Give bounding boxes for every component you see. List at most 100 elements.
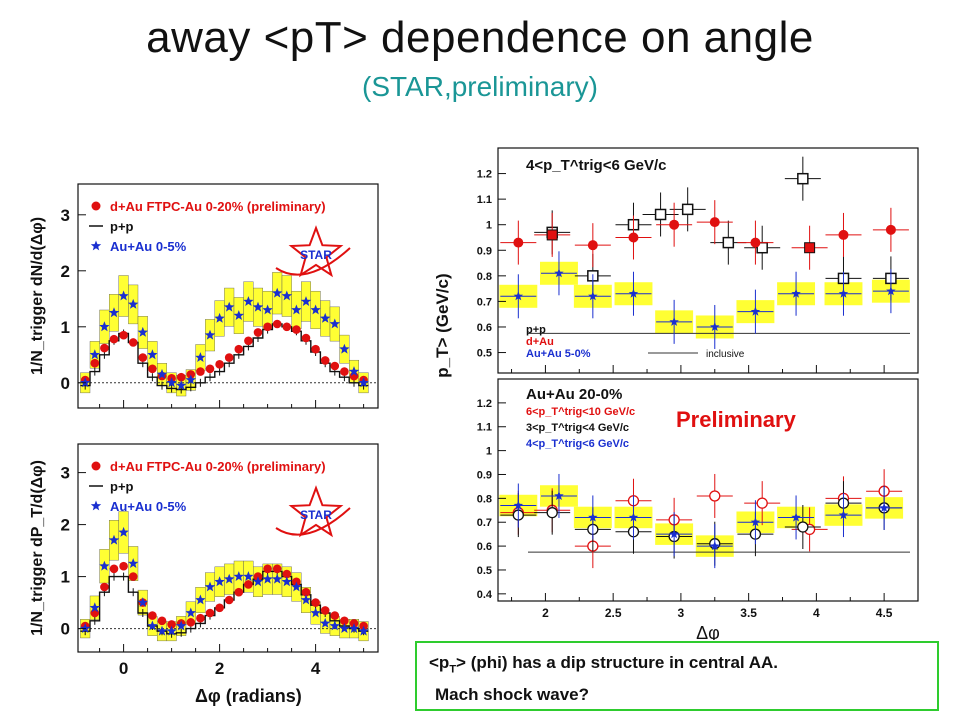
- data-point: [128, 558, 139, 568]
- data-point: [147, 349, 158, 360]
- data-point: [148, 611, 157, 620]
- data-point: [128, 338, 138, 347]
- data-point: [148, 364, 157, 374]
- data-point: [252, 301, 264, 312]
- data-point: [233, 310, 244, 320]
- data-point: [91, 461, 101, 471]
- data-point: [109, 334, 119, 344]
- y-tick-label: 0.9: [477, 469, 492, 481]
- data-point: [186, 370, 196, 379]
- y-tick-label: 1.2: [477, 398, 492, 410]
- data-point: [137, 597, 148, 607]
- y-tick-label: 0.9: [477, 245, 492, 257]
- data-point: [185, 374, 196, 385]
- legend-label: 4<p_T^trig<6 GeV/c: [526, 438, 629, 450]
- data-point: [301, 587, 311, 597]
- plot-frame: [497, 147, 919, 374]
- data-point: [320, 606, 330, 615]
- data-point: [282, 322, 292, 332]
- y-tick-label: 3: [61, 206, 70, 225]
- data-point: [80, 377, 91, 388]
- star-logo-icon: [288, 225, 344, 278]
- x-tick-label: 3.5: [740, 606, 757, 620]
- data-point: [224, 595, 234, 605]
- data-point: [348, 623, 360, 633]
- centrality-annotation: Au+Au 20-0%: [526, 386, 622, 403]
- y-tick-label: 0.5: [477, 565, 492, 577]
- x-tick-label: 4.5: [876, 606, 893, 620]
- chart-dPT: 0 1 2 3 0 2 4 Δφ (radians) 1/N_trigger dP_T/d(Δφ…: [29, 443, 379, 706]
- data-point: [243, 296, 254, 306]
- y-tick-label: 0: [61, 620, 70, 639]
- x-tick-label: 2.5: [605, 606, 622, 620]
- y-tick-label: 0.4: [477, 589, 493, 601]
- data-point: [320, 617, 331, 628]
- y-tick-label: 1.2: [477, 169, 492, 181]
- star-logo-swoosh: [275, 507, 351, 536]
- data-point: [750, 517, 761, 527]
- data-point: [885, 224, 896, 235]
- note-line-1-text: (phi) has a dip structure in central AA.: [470, 653, 779, 672]
- data-point: [118, 290, 129, 301]
- data-point: [118, 526, 129, 537]
- data-point: [281, 576, 292, 587]
- data-point: [330, 361, 340, 371]
- data-point: [215, 360, 224, 369]
- data-point: [138, 353, 148, 362]
- data-point: [90, 240, 102, 251]
- x-tick-label: 0: [119, 659, 128, 678]
- data-point: [709, 217, 720, 228]
- data-point: [320, 312, 331, 323]
- y-tick-label: 2: [61, 516, 70, 535]
- data-point: [513, 291, 524, 301]
- data-point: [233, 571, 244, 581]
- chart-dN: 0 1 2 3 1/N_trigger dN/d(Δφ) d+Au FTPC-Au 0-2…: [29, 183, 379, 409]
- star-logo-text: STAR: [300, 248, 332, 262]
- data-point: [128, 572, 138, 581]
- legend-label: Au+Au 0-5%: [110, 239, 187, 254]
- slide-title: away <pT> dependence on angle: [146, 13, 814, 62]
- legend-label: inclusive: [706, 349, 745, 360]
- y-tick-label: 1: [486, 446, 492, 458]
- data-point: [348, 366, 360, 376]
- legend-label: d+Au FTPC-Au 0-20% (preliminary): [110, 199, 326, 214]
- data-point: [128, 298, 139, 309]
- data-point: [263, 564, 272, 574]
- data-point: [588, 512, 598, 522]
- data-point: [244, 580, 253, 589]
- data-point: [100, 343, 109, 353]
- legend-label: p+p: [110, 479, 134, 494]
- data-point: [554, 268, 564, 278]
- y-axis-label: 1/N_trigger dP_T/d(Δφ): [29, 460, 46, 636]
- data-point: [186, 618, 196, 627]
- data-point: [272, 287, 283, 298]
- data-point: [722, 236, 735, 249]
- trigger-annotation: 4<p_T^trig<6 GeV/c: [526, 157, 667, 174]
- y-axis-label: <p_T> (GeV/c): [433, 273, 452, 378]
- data-point: [628, 232, 639, 243]
- data-point: [513, 237, 524, 248]
- data-point: [750, 306, 761, 316]
- note-line-2: Mach shock wave?: [435, 685, 590, 705]
- y-tick-label: 3: [61, 464, 70, 483]
- y-tick-label: 2: [61, 262, 70, 281]
- data-point: [215, 603, 224, 613]
- x-tick-label: 4: [311, 659, 321, 678]
- x-tick-label: 2: [215, 659, 224, 678]
- data-point: [300, 594, 312, 605]
- pp-histogram: [80, 323, 369, 391]
- y-tick-label: 1: [486, 220, 492, 232]
- y-tick-label: 0.8: [477, 493, 492, 505]
- chart-pt-top: 0.5 0.6 0.7 0.8 0.9 1 1.1 1.2 <p_T> (GeV/c) 4<p_T…: [433, 147, 919, 378]
- data-point: [234, 344, 244, 354]
- data-point: [797, 521, 809, 533]
- data-point: [756, 497, 768, 509]
- y-axis-label: 1/N_trigger dN/d(Δφ): [29, 217, 46, 375]
- data-point: [80, 623, 91, 633]
- data-point: [587, 240, 598, 251]
- data-point: [119, 330, 128, 340]
- data-point: [339, 343, 350, 354]
- data-point: [311, 344, 320, 354]
- legend-label: 6<p_T^trig<10 GeV/c: [526, 406, 635, 418]
- data-point: [709, 490, 721, 502]
